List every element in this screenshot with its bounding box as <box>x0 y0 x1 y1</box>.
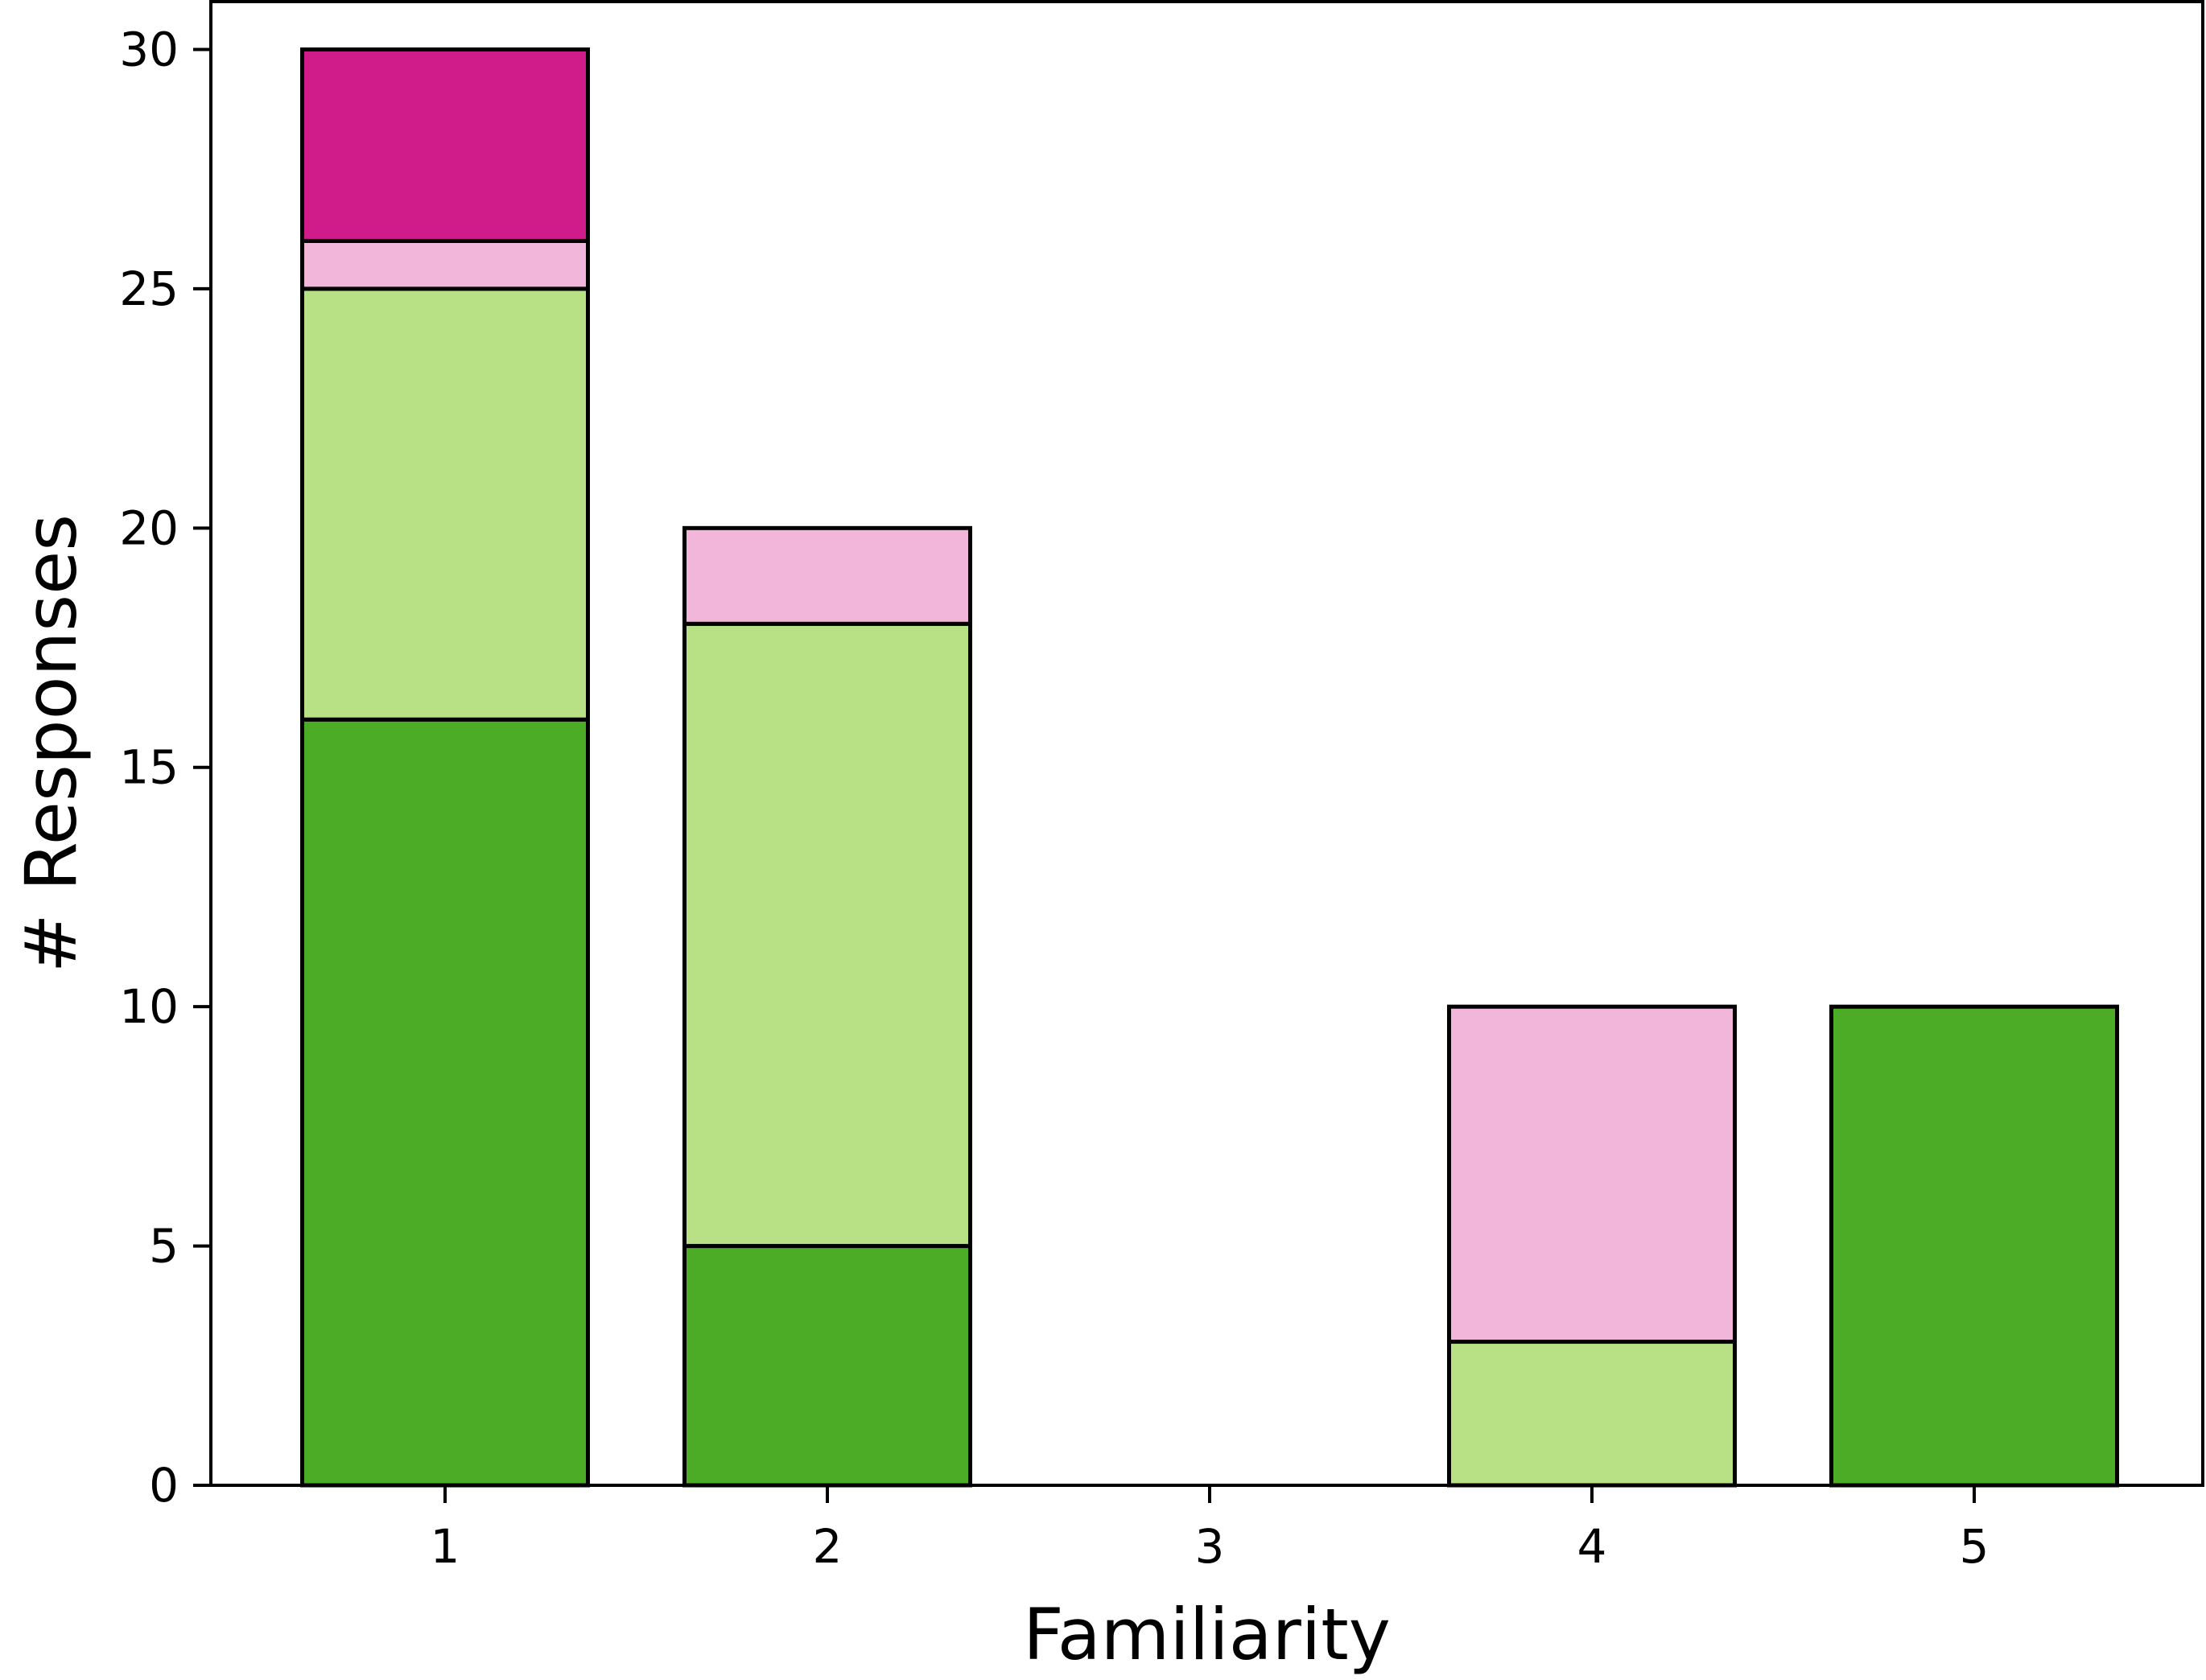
y-tick-label: 10 <box>119 979 179 1034</box>
y-tick-label: 20 <box>119 500 179 555</box>
bar-segment-4-series-3 <box>1447 1004 1737 1344</box>
bar-segment-1-series-3 <box>300 238 590 291</box>
x-tick-label: 1 <box>431 1519 460 1574</box>
bar-segment-4-series-2 <box>1447 1340 1737 1488</box>
y-tick-label: 30 <box>119 22 179 76</box>
y-axis: 0 5 10 15 20 25 30 <box>119 22 211 1513</box>
y-axis-label: # Responses <box>10 514 93 973</box>
y-tick-label: 25 <box>119 261 179 316</box>
y-tick-label: 15 <box>119 740 179 795</box>
x-tick-label: 3 <box>1195 1519 1225 1574</box>
x-axis: 1 2 3 4 5 <box>431 1485 1990 1574</box>
x-tick-label: 2 <box>813 1519 843 1574</box>
plot-frame <box>209 0 2204 1487</box>
x-axis-label: Familiarity <box>1023 1593 1391 1676</box>
bar-segment-5-series-1 <box>1829 1004 2119 1488</box>
bar-segment-1-series-4 <box>300 47 590 243</box>
bar-segment-1-series-2 <box>300 286 590 722</box>
bar-segment-1-series-1 <box>300 717 590 1488</box>
x-tick-label: 5 <box>1960 1519 1990 1574</box>
y-tick-label: 5 <box>149 1219 179 1274</box>
bar-segment-2-series-3 <box>682 525 972 626</box>
x-tick-label: 4 <box>1577 1519 1607 1574</box>
bar-segment-2-series-1 <box>682 1244 972 1488</box>
y-tick-label: 0 <box>149 1458 179 1513</box>
bars-group <box>300 47 2119 1488</box>
bar-segment-2-series-2 <box>682 621 972 1249</box>
